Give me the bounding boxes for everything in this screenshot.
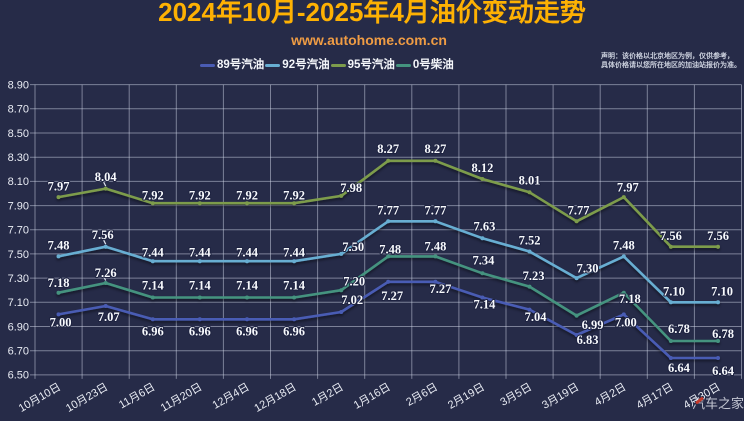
svg-text:6.64: 6.64 — [712, 364, 735, 378]
svg-text:7.23: 7.23 — [523, 269, 545, 283]
svg-text:7.07: 7.07 — [98, 310, 120, 324]
svg-text:6.96: 6.96 — [283, 325, 305, 339]
svg-text:7.00: 7.00 — [615, 316, 637, 330]
svg-text:8.12: 8.12 — [471, 161, 493, 175]
svg-text:7.30: 7.30 — [8, 273, 29, 285]
svg-text:8.70: 8.70 — [8, 104, 29, 116]
svg-text:7.10: 7.10 — [711, 285, 733, 299]
svg-text:7.92: 7.92 — [283, 188, 305, 202]
svg-text:7.50: 7.50 — [342, 240, 364, 254]
svg-text:7.30: 7.30 — [577, 261, 599, 275]
svg-text:7.44: 7.44 — [236, 245, 259, 259]
svg-text:11月6日: 11月6日 — [117, 381, 157, 411]
svg-text:8.04: 8.04 — [95, 170, 118, 184]
svg-text:7.14: 7.14 — [189, 279, 212, 293]
svg-text:8.27: 8.27 — [377, 142, 399, 156]
svg-text:6.78: 6.78 — [668, 322, 690, 336]
svg-text:7.18: 7.18 — [619, 292, 641, 306]
svg-text:8.27: 8.27 — [424, 142, 446, 156]
svg-text:7.18: 7.18 — [48, 276, 70, 290]
svg-text:7.27: 7.27 — [381, 289, 403, 303]
svg-text:7.10: 7.10 — [663, 285, 685, 299]
svg-text:7.48: 7.48 — [613, 239, 635, 253]
svg-text:7.77: 7.77 — [568, 204, 590, 218]
svg-text:6.83: 6.83 — [577, 333, 599, 347]
svg-text:7.04: 7.04 — [525, 310, 548, 324]
svg-text:7.56: 7.56 — [660, 229, 682, 243]
svg-text:12月4日: 12月4日 — [211, 381, 252, 412]
svg-text:3月19日: 3月19日 — [540, 381, 581, 412]
svg-text:8.01: 8.01 — [519, 174, 541, 188]
svg-text:7.14: 7.14 — [473, 298, 496, 312]
svg-text:6.50: 6.50 — [8, 370, 29, 382]
svg-text:7.63: 7.63 — [473, 219, 495, 233]
svg-text:7.10: 7.10 — [8, 297, 29, 309]
svg-text:2月19日: 2月19日 — [446, 381, 487, 412]
svg-text:8.30: 8.30 — [8, 152, 29, 164]
svg-text:7.48: 7.48 — [48, 239, 70, 253]
svg-text:3月5日: 3月5日 — [498, 381, 534, 409]
svg-text:12月18日: 12月18日 — [252, 381, 298, 415]
svg-text:11月20日: 11月20日 — [159, 381, 205, 414]
svg-text:7.56: 7.56 — [707, 229, 729, 243]
svg-text:7.14: 7.14 — [142, 279, 165, 293]
svg-text:7.56: 7.56 — [92, 228, 114, 242]
svg-text:6.96: 6.96 — [189, 325, 211, 339]
svg-text:4月2日: 4月2日 — [593, 381, 629, 409]
svg-text:8.10: 8.10 — [8, 176, 29, 188]
svg-text:7.97: 7.97 — [48, 179, 70, 193]
svg-text:6.96: 6.96 — [236, 325, 258, 339]
svg-text:6.99: 6.99 — [582, 318, 604, 332]
svg-text:7.26: 7.26 — [95, 266, 117, 280]
svg-text:6.70: 6.70 — [8, 346, 29, 358]
svg-text:10月10日: 10月10日 — [17, 381, 63, 415]
svg-text:7.92: 7.92 — [236, 188, 258, 202]
svg-text:7.44: 7.44 — [142, 245, 165, 259]
svg-text:7.98: 7.98 — [340, 181, 362, 195]
svg-text:7.34: 7.34 — [472, 254, 495, 268]
svg-text:7.00: 7.00 — [50, 316, 72, 330]
svg-text:10月23日: 10月23日 — [64, 381, 110, 415]
svg-text:6.64: 6.64 — [668, 361, 691, 375]
svg-text:7.44: 7.44 — [189, 245, 212, 259]
svg-text:7.97: 7.97 — [617, 180, 639, 194]
svg-text:6.90: 6.90 — [8, 321, 29, 333]
svg-text:7.90: 7.90 — [8, 200, 29, 212]
svg-text:1月2日: 1月2日 — [310, 381, 346, 409]
svg-text:7.48: 7.48 — [379, 243, 401, 257]
svg-text:7.92: 7.92 — [189, 188, 211, 202]
svg-text:7.44: 7.44 — [283, 245, 306, 259]
svg-text:4月17日: 4月17日 — [634, 381, 675, 412]
svg-text:7.02: 7.02 — [341, 293, 363, 307]
svg-text:7.52: 7.52 — [519, 234, 541, 248]
svg-text:8.50: 8.50 — [8, 128, 29, 140]
svg-text:6.78: 6.78 — [712, 327, 734, 341]
svg-text:7.70: 7.70 — [8, 225, 29, 237]
svg-text:7.27: 7.27 — [429, 282, 451, 296]
svg-text:7.20: 7.20 — [343, 274, 365, 288]
svg-text:2月6日: 2月6日 — [404, 381, 440, 409]
svg-text:1月16日: 1月16日 — [352, 381, 393, 412]
svg-text:7.92: 7.92 — [142, 188, 164, 202]
svg-text:8.90: 8.90 — [8, 79, 29, 91]
svg-text:6.96: 6.96 — [142, 325, 164, 339]
svg-text:7.50: 7.50 — [8, 249, 29, 261]
svg-text:7.77: 7.77 — [377, 204, 399, 218]
svg-text:7.14: 7.14 — [236, 279, 259, 293]
svg-text:7.48: 7.48 — [424, 240, 446, 254]
svg-text:7.77: 7.77 — [424, 204, 446, 218]
svg-text:7.14: 7.14 — [283, 279, 306, 293]
